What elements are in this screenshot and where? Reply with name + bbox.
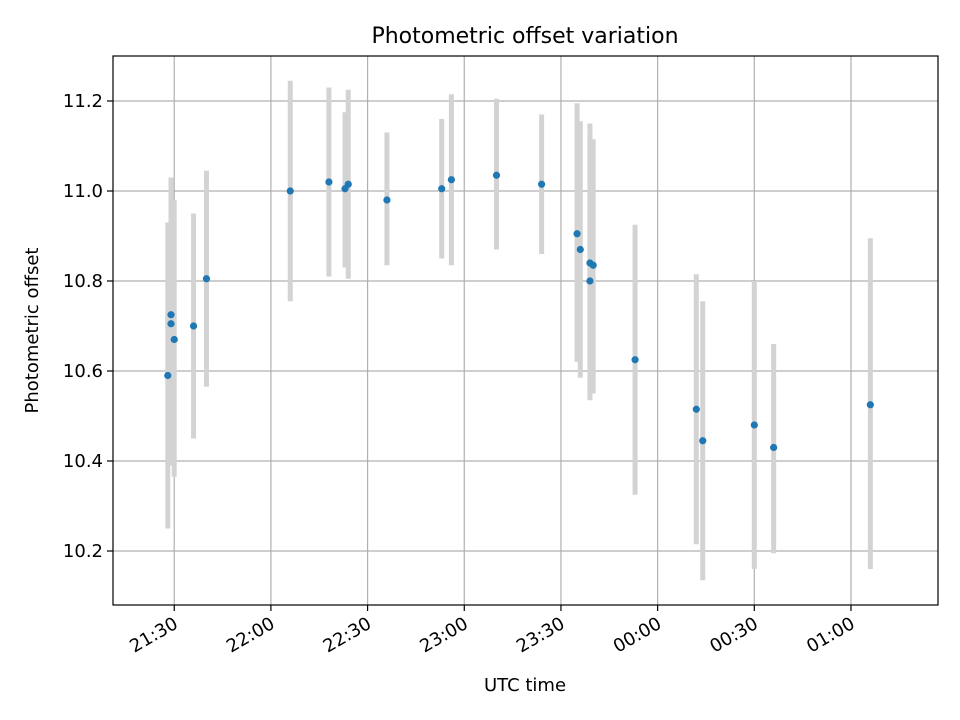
data-point (383, 196, 391, 204)
data-point (589, 261, 597, 269)
chart-title: Photometric offset variation (371, 24, 678, 49)
data-point (438, 185, 446, 193)
y-axis: 10.2 10.4 10.6 10.8 11.0 11.2 (63, 91, 113, 562)
y-tick-label: 10.2 (63, 541, 103, 562)
data-point (576, 245, 584, 254)
x-axis-label: UTC time (484, 675, 566, 696)
data-point (170, 335, 178, 344)
plot-area (113, 56, 938, 605)
data-point (692, 405, 700, 413)
data-point (325, 178, 333, 186)
y-tick-label: 11.2 (63, 91, 103, 112)
data-point (202, 275, 211, 283)
data-point (866, 401, 874, 409)
data-point (164, 371, 172, 380)
grid (113, 56, 938, 605)
data-points (164, 171, 874, 452)
data-point (573, 230, 581, 238)
y-axis-label: Photometric offset (22, 248, 43, 414)
data-point (699, 437, 707, 445)
data-point (286, 187, 294, 195)
data-point (167, 311, 175, 319)
data-point (492, 171, 501, 179)
y-tick-label: 10.8 (63, 271, 103, 292)
y-tick-label: 10.4 (63, 451, 103, 472)
y-tick-label: 10.6 (63, 361, 103, 382)
data-point (750, 421, 758, 429)
data-point (631, 356, 639, 364)
data-point (344, 180, 352, 188)
y-tick-label: 11.0 (63, 181, 103, 202)
data-point (167, 320, 175, 328)
data-point (447, 176, 455, 184)
data-point (586, 277, 594, 285)
data-point (770, 443, 778, 452)
data-point (538, 180, 546, 188)
plot-frame (112, 55, 939, 606)
data-point (189, 322, 198, 330)
